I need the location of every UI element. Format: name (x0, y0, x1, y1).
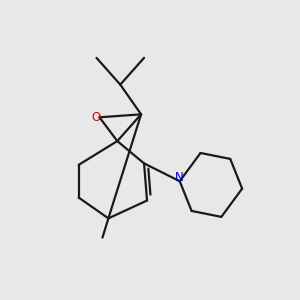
Text: N: N (175, 171, 184, 184)
Text: O: O (91, 111, 101, 124)
